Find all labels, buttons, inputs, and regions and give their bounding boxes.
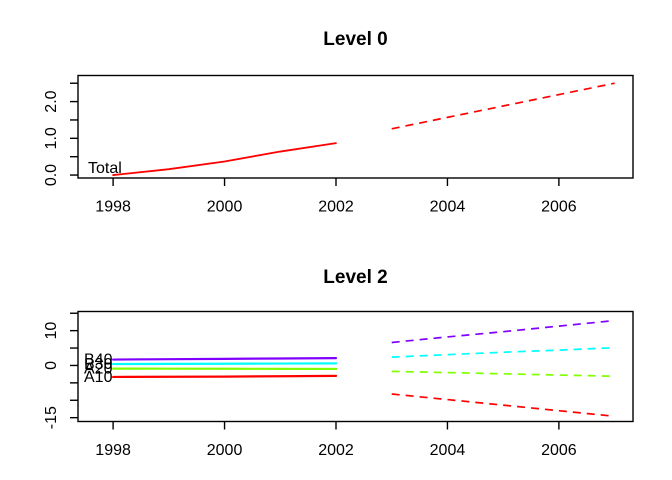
y-tick-label: 1.0 bbox=[43, 127, 60, 149]
panel-title-level-2: Level 2 bbox=[323, 267, 388, 288]
x-tick-label: 2002 bbox=[318, 442, 354, 459]
series-b40-forecast bbox=[391, 319, 615, 344]
y-tick-label: 0.0 bbox=[43, 164, 60, 186]
plot-box bbox=[77, 74, 634, 179]
plot-box bbox=[77, 310, 634, 423]
y-tick-label: 2.0 bbox=[43, 90, 60, 112]
series-label-b40: B40 bbox=[84, 352, 113, 369]
series-label-total: Total bbox=[88, 160, 122, 177]
x-tick-label: 2000 bbox=[207, 442, 243, 459]
x-tick-label: 1998 bbox=[95, 199, 131, 216]
panel-title-level-0: Level 0 bbox=[323, 29, 388, 50]
y-tick-label: 0 bbox=[43, 361, 60, 370]
x-tick-label: 2006 bbox=[541, 199, 577, 216]
x-tick-label: 2004 bbox=[430, 199, 466, 216]
x-tick-label: 2002 bbox=[318, 199, 354, 216]
x-tick-label: 2000 bbox=[207, 199, 243, 216]
series-b30-history bbox=[112, 362, 338, 366]
series-label-a20: A20 bbox=[84, 361, 113, 378]
y-tick-label: -15 bbox=[43, 406, 60, 429]
series-b40-history bbox=[112, 357, 338, 361]
y-tick-label: 10 bbox=[43, 322, 60, 340]
series-a10-history bbox=[112, 374, 338, 379]
x-tick-label: 2006 bbox=[541, 442, 577, 459]
x-tick-label: 1998 bbox=[95, 442, 131, 459]
panel-level-0: 1998 2000 2002 2004 2006 0.0 1.0 2.0 Total bbox=[43, 74, 634, 216]
series-label-a10: A10 bbox=[84, 369, 113, 386]
series-total-history bbox=[112, 142, 337, 176]
x-tick-label: 2004 bbox=[430, 442, 466, 459]
series-total-forecast bbox=[391, 82, 615, 130]
series-a20-forecast bbox=[391, 370, 615, 378]
series-a10-forecast bbox=[391, 393, 615, 418]
series-b30-forecast bbox=[391, 346, 615, 358]
series-label-b30: B30 bbox=[84, 356, 113, 373]
